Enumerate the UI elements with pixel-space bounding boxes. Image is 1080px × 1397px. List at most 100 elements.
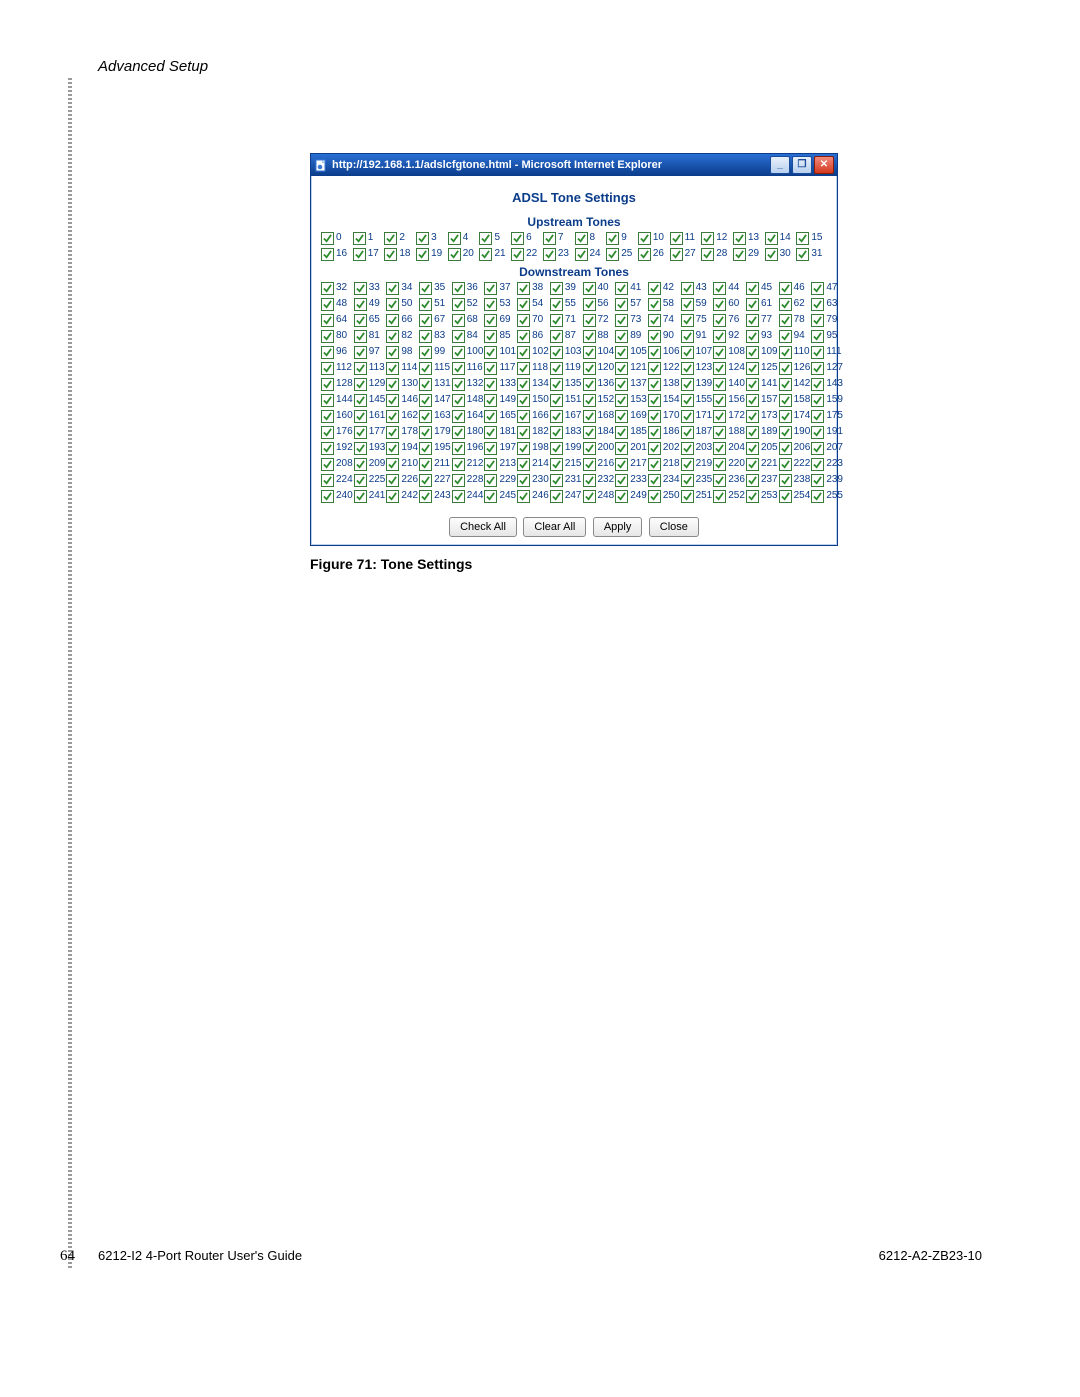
tone-checkbox-167[interactable] [550, 410, 563, 423]
tone-checkbox-248[interactable] [583, 490, 596, 503]
tone-checkbox-105[interactable] [615, 346, 628, 359]
tone-checkbox-5[interactable] [479, 232, 492, 245]
tone-checkbox-159[interactable] [811, 394, 824, 407]
tone-checkbox-138[interactable] [648, 378, 661, 391]
tone-checkbox-115[interactable] [419, 362, 432, 375]
tone-checkbox-224[interactable] [321, 474, 334, 487]
tone-checkbox-61[interactable] [746, 298, 759, 311]
tone-checkbox-254[interactable] [779, 490, 792, 503]
tone-checkbox-206[interactable] [779, 442, 792, 455]
tone-checkbox-255[interactable] [811, 490, 824, 503]
tone-checkbox-136[interactable] [583, 378, 596, 391]
tone-checkbox-221[interactable] [746, 458, 759, 471]
tone-checkbox-245[interactable] [484, 490, 497, 503]
tone-checkbox-222[interactable] [779, 458, 792, 471]
tone-checkbox-191[interactable] [811, 426, 824, 439]
tone-checkbox-71[interactable] [550, 314, 563, 327]
tone-checkbox-142[interactable] [779, 378, 792, 391]
tone-checkbox-111[interactable] [811, 346, 824, 359]
tone-checkbox-185[interactable] [615, 426, 628, 439]
tone-checkbox-22[interactable] [511, 248, 524, 261]
tone-checkbox-65[interactable] [354, 314, 367, 327]
tone-checkbox-244[interactable] [452, 490, 465, 503]
tone-checkbox-20[interactable] [448, 248, 461, 261]
tone-checkbox-213[interactable] [484, 458, 497, 471]
tone-checkbox-140[interactable] [713, 378, 726, 391]
tone-checkbox-162[interactable] [386, 410, 399, 423]
tone-checkbox-132[interactable] [452, 378, 465, 391]
tone-checkbox-232[interactable] [583, 474, 596, 487]
tone-checkbox-176[interactable] [321, 426, 334, 439]
tone-checkbox-210[interactable] [386, 458, 399, 471]
tone-checkbox-153[interactable] [615, 394, 628, 407]
tone-checkbox-35[interactable] [419, 282, 432, 295]
tone-checkbox-201[interactable] [615, 442, 628, 455]
tone-checkbox-175[interactable] [811, 410, 824, 423]
tone-checkbox-34[interactable] [386, 282, 399, 295]
tone-checkbox-28[interactable] [701, 248, 714, 261]
tone-checkbox-85[interactable] [484, 330, 497, 343]
tone-checkbox-174[interactable] [779, 410, 792, 423]
tone-checkbox-169[interactable] [615, 410, 628, 423]
tone-checkbox-177[interactable] [354, 426, 367, 439]
tone-checkbox-194[interactable] [386, 442, 399, 455]
tone-checkbox-247[interactable] [550, 490, 563, 503]
tone-checkbox-59[interactable] [681, 298, 694, 311]
tone-checkbox-6[interactable] [511, 232, 524, 245]
tone-checkbox-173[interactable] [746, 410, 759, 423]
tone-checkbox-68[interactable] [452, 314, 465, 327]
tone-checkbox-90[interactable] [648, 330, 661, 343]
minimize-button[interactable]: _ [770, 156, 790, 174]
tone-checkbox-217[interactable] [615, 458, 628, 471]
tone-checkbox-60[interactable] [713, 298, 726, 311]
tone-checkbox-77[interactable] [746, 314, 759, 327]
tone-checkbox-24[interactable] [575, 248, 588, 261]
tone-checkbox-10[interactable] [638, 232, 651, 245]
tone-checkbox-196[interactable] [452, 442, 465, 455]
tone-checkbox-56[interactable] [583, 298, 596, 311]
tone-checkbox-17[interactable] [353, 248, 366, 261]
tone-checkbox-128[interactable] [321, 378, 334, 391]
tone-checkbox-188[interactable] [713, 426, 726, 439]
tone-checkbox-27[interactable] [670, 248, 683, 261]
tone-checkbox-42[interactable] [648, 282, 661, 295]
tone-checkbox-236[interactable] [713, 474, 726, 487]
close-button[interactable]: Close [649, 517, 699, 537]
tone-checkbox-219[interactable] [681, 458, 694, 471]
tone-checkbox-72[interactable] [583, 314, 596, 327]
tone-checkbox-117[interactable] [484, 362, 497, 375]
tone-checkbox-74[interactable] [648, 314, 661, 327]
tone-checkbox-226[interactable] [386, 474, 399, 487]
tone-checkbox-69[interactable] [484, 314, 497, 327]
tone-checkbox-241[interactable] [354, 490, 367, 503]
tone-checkbox-160[interactable] [321, 410, 334, 423]
tone-checkbox-64[interactable] [321, 314, 334, 327]
tone-checkbox-199[interactable] [550, 442, 563, 455]
tone-checkbox-53[interactable] [484, 298, 497, 311]
tone-checkbox-119[interactable] [550, 362, 563, 375]
tone-checkbox-16[interactable] [321, 248, 334, 261]
tone-checkbox-184[interactable] [583, 426, 596, 439]
tone-checkbox-83[interactable] [419, 330, 432, 343]
tone-checkbox-178[interactable] [386, 426, 399, 439]
tone-checkbox-155[interactable] [681, 394, 694, 407]
tone-checkbox-63[interactable] [811, 298, 824, 311]
tone-checkbox-47[interactable] [811, 282, 824, 295]
tone-checkbox-113[interactable] [354, 362, 367, 375]
tone-checkbox-129[interactable] [354, 378, 367, 391]
tone-checkbox-195[interactable] [419, 442, 432, 455]
tone-checkbox-148[interactable] [452, 394, 465, 407]
tone-checkbox-97[interactable] [354, 346, 367, 359]
tone-checkbox-130[interactable] [386, 378, 399, 391]
tone-checkbox-121[interactable] [615, 362, 628, 375]
tone-checkbox-98[interactable] [386, 346, 399, 359]
tone-checkbox-164[interactable] [452, 410, 465, 423]
tone-checkbox-114[interactable] [386, 362, 399, 375]
tone-checkbox-242[interactable] [386, 490, 399, 503]
tone-checkbox-171[interactable] [681, 410, 694, 423]
tone-checkbox-92[interactable] [713, 330, 726, 343]
tone-checkbox-44[interactable] [713, 282, 726, 295]
tone-checkbox-87[interactable] [550, 330, 563, 343]
tone-checkbox-209[interactable] [354, 458, 367, 471]
tone-checkbox-30[interactable] [765, 248, 778, 261]
